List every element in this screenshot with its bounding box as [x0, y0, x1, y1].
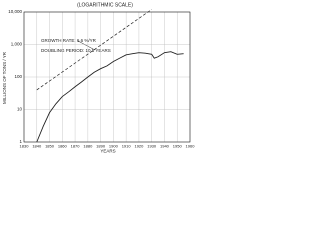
- y-tick-label: 100: [14, 74, 22, 79]
- annotation: GROWTH RATE: 6.6 %/YR: [41, 38, 97, 43]
- chart: (LOGARITHMIC SCALE) MILLIONS OF TONS / Y…: [0, 0, 200, 154]
- chart-title: (LOGARITHMIC SCALE): [77, 2, 133, 8]
- data-line: [36, 51, 184, 143]
- x-tick-label: 1940: [160, 144, 170, 149]
- y-tick-label: 1,000: [11, 42, 23, 47]
- x-tick-label: 1930: [147, 144, 157, 149]
- annotation-bg: [40, 48, 84, 54]
- annotation: DOUBLING PERIOD: 10.5 YEARS: [41, 48, 111, 53]
- x-tick-label: 1870: [71, 144, 81, 149]
- annotation-arrow: [77, 40, 96, 51]
- x-tick-label: 1830: [20, 144, 30, 149]
- y-tick-label: 10,000: [8, 9, 22, 14]
- x-tick-label: 1840: [32, 144, 42, 149]
- trend-line: [36, 9, 152, 91]
- x-tick-label: 1860: [58, 144, 68, 149]
- annotation-bg: [40, 38, 76, 44]
- y-axis-label: MILLIONS OF TONS / YR: [2, 51, 7, 104]
- x-axis-label: YEARS: [100, 149, 115, 154]
- y-tick-label: 1: [19, 139, 22, 144]
- plot-frame: [23, 11, 191, 143]
- x-tick-label: 1900: [109, 144, 119, 149]
- x-tick-label: 1880: [83, 144, 93, 149]
- x-tick-label: 1920: [134, 144, 144, 149]
- x-tick-label: 1910: [122, 144, 132, 149]
- x-tick-label: 1950: [173, 144, 183, 149]
- x-tick-label: 1890: [96, 144, 106, 149]
- y-tick-label: 10: [17, 107, 23, 112]
- x-tick-label: 1960: [186, 144, 196, 149]
- x-tick-label: 1850: [45, 144, 55, 149]
